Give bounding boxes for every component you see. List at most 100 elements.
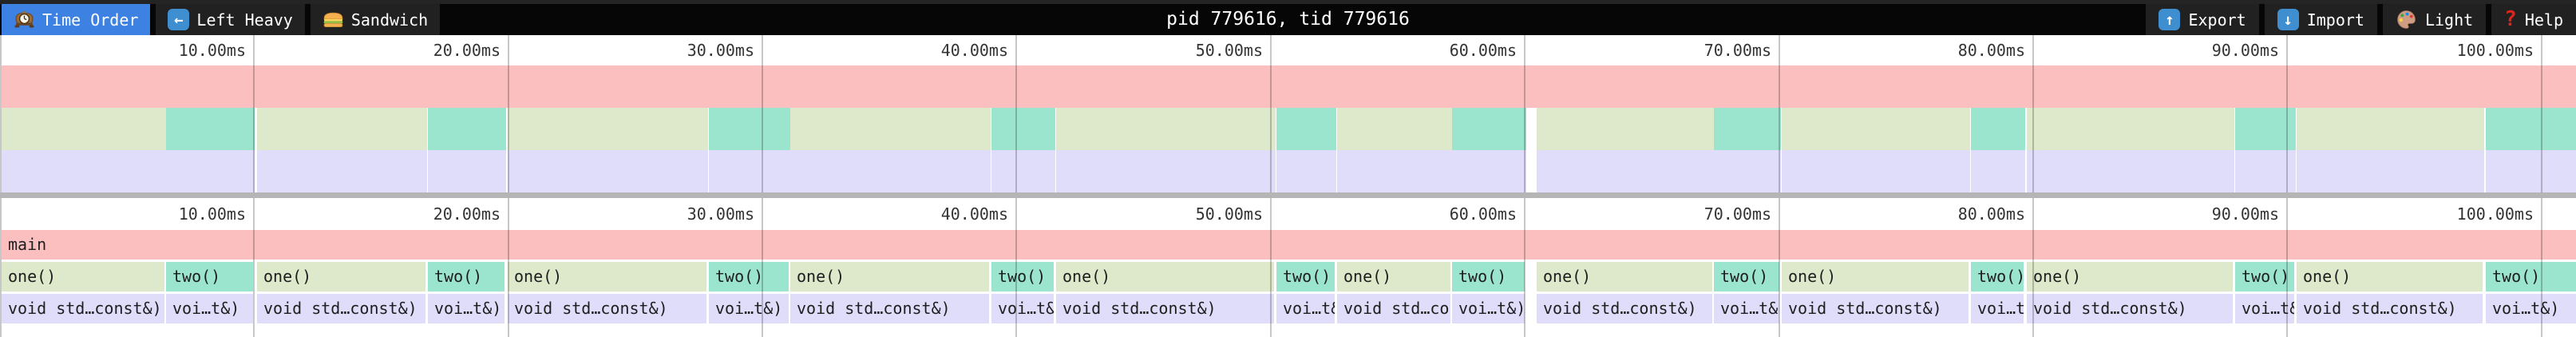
frame-label: one() [1788,267,1837,286]
gridline [508,198,509,337]
flamechart[interactable]: main one() two() one() two() one() two() one() t… [0,198,2576,337]
flame-frame[interactable]: two() [1714,262,1779,291]
tab-time-order[interactable]: Time Order [2,4,151,35]
flame-frame[interactable]: voi…t&) [1452,294,1525,323]
minimap-frame [709,108,790,150]
frame-label: one() [1062,267,1111,286]
flame-frame[interactable]: one() [2027,262,2233,291]
flame-frame[interactable]: void std…const&) [1782,294,1969,323]
flame-frame[interactable]: two() [1971,262,2024,291]
minimap-frame [257,150,427,192]
flame-frame[interactable]: one() [1537,262,1712,291]
flame-frame[interactable]: voi…t&) [428,294,505,323]
minimap-frame [709,150,790,192]
flame-frame[interactable]: void std…const&) [1337,294,1450,323]
flame-frame[interactable]: one() [2,262,164,291]
tab-label: Left Heavy [196,10,293,30]
sandwich-icon [322,9,344,30]
flame-frame[interactable]: two() [2235,262,2294,291]
flame-frame[interactable]: voi…t&) [1276,294,1335,323]
flame-frame[interactable]: two() [428,262,505,291]
flame-frame[interactable]: two() [1276,262,1335,291]
flame-frame[interactable]: one() [1056,262,1274,291]
palette-icon [2396,9,2417,30]
time-tick-label: 90.00ms [2211,41,2279,60]
flame-frame[interactable]: void std…const&) [2297,294,2483,323]
flame-frame[interactable]: main [2,230,2576,260]
action-label: Import [2306,10,2364,30]
flame-frame[interactable]: one() [2297,262,2483,291]
action-label: Help [2524,10,2563,30]
flame-frame[interactable]: one() [1337,262,1450,291]
minimap-frame [1056,150,1276,192]
time-tick-label: 50.00ms [1195,41,1263,60]
frame-label: voi…t&) [1977,299,2024,318]
minimap-frame [790,108,991,150]
minimap-frame [166,150,255,192]
frame-label: one() [1343,267,1392,286]
minimap[interactable]: 10.00ms 20.00ms 30.00ms 40.00ms 50.00ms 60.00… [0,35,2576,192]
frame-label: two() [2492,267,2541,286]
flame-frame[interactable]: void std…const&) [1537,294,1712,323]
action-label: Export [2188,10,2246,30]
time-tick-label: 10.00ms [178,41,246,60]
frame-label: void std…const&) [1343,299,1450,318]
flame-frame[interactable]: voi…t&) [991,294,1054,323]
gridline [1779,35,1780,192]
minimap-frame [1056,108,1276,150]
flame-frame[interactable]: two() [709,262,789,291]
flame-frame[interactable]: one() [1782,262,1969,291]
frame-label: two() [172,267,221,286]
flame-frame[interactable]: one() [508,262,706,291]
frame-label: two() [1720,267,1769,286]
flame-frame[interactable]: voi…t&) [709,294,789,323]
flame-frame[interactable]: void std…const&) [2027,294,2233,323]
tab-strip: Time Order ← Left Heavy Sandwich [2,4,441,35]
export-icon: ↑ [2159,9,2181,30]
tab-left-heavy[interactable]: ← Left Heavy [156,4,305,35]
minimap-frame [166,108,255,150]
time-tick-label: 100.00ms [2456,41,2534,60]
export-button[interactable]: ↑ Export [2146,4,2259,35]
flame-frame[interactable]: voi…t&) [166,294,253,323]
import-button[interactable]: ↓ Import [2264,4,2377,35]
flame-frame[interactable]: void std…const&) [1056,294,1274,323]
frame-label: two() [1458,267,1507,286]
gridline [1270,198,1272,337]
flame-frame[interactable]: two() [991,262,1054,291]
time-tick-label: 60.00ms [1449,204,1517,224]
minimap-frame [2297,150,2484,192]
time-tick-label: 60.00ms [1449,41,1517,60]
gridline [2032,35,2034,192]
time-tick-label: 40.00ms [940,41,1008,60]
tab-label: Sandwich [350,10,429,30]
flame-frame[interactable]: voi…t&) [1971,294,2024,323]
gridline [508,35,509,192]
flame-frame[interactable]: voi…t&) [1714,294,1779,323]
flame-frame[interactable]: two() [1452,262,1525,291]
flame-frame[interactable]: void std…const&) [508,294,706,323]
minimap-frame [1452,150,1526,192]
minimap-frame [991,150,1055,192]
flame-frame[interactable]: voi…t&) [2486,294,2576,323]
flame-frame[interactable]: void std…const&) [257,294,425,323]
flame-frame[interactable]: voi…t&) [2235,294,2294,323]
flame-frame[interactable]: one() [257,262,425,291]
frame-label: void std…const&) [797,299,951,318]
flame-frame[interactable]: void std…const&) [790,294,989,323]
flame-frame[interactable]: two() [166,262,253,291]
flame-frame[interactable]: void std…const&) [2,294,164,323]
frame-label: void std…const&) [8,299,162,318]
minimap-frame [2027,108,2234,150]
gridline [2286,198,2288,337]
minimap-divider [0,192,2576,198]
minimap-frame [2027,150,2234,192]
help-button[interactable]: ? Help [2491,4,2576,35]
flame-frame[interactable]: two() [2486,262,2576,291]
frame-label: void std…const&) [514,299,668,318]
flame-frame[interactable]: one() [790,262,989,291]
minimap-frame [508,108,708,150]
theme-button[interactable]: Light [2382,4,2487,35]
tab-sandwich[interactable]: Sandwich [310,4,441,35]
time-tick-label: 20.00ms [433,204,501,224]
